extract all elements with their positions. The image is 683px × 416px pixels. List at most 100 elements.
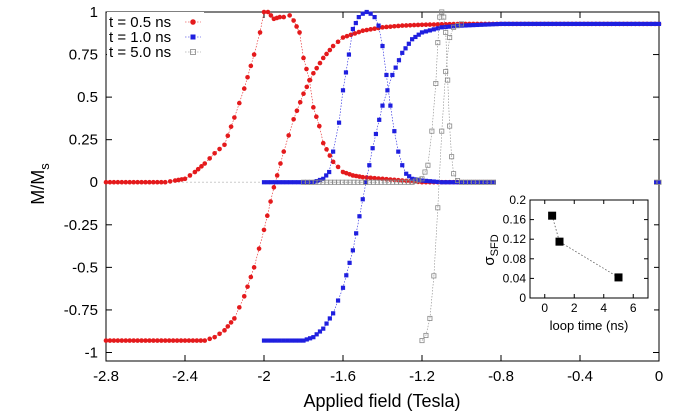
series-1-point [297, 30, 302, 35]
series-1-point [222, 142, 227, 148]
series-1-point [320, 55, 326, 61]
series-1-point [222, 328, 227, 333]
series-2-point [331, 311, 336, 316]
series-1-point [340, 35, 346, 40]
series-2-point [317, 329, 323, 334]
series-2-point [392, 129, 397, 134]
series-2-point [593, 21, 598, 27]
series-2-point [617, 21, 622, 27]
series-1-point [115, 179, 121, 185]
series-2-point [281, 338, 286, 343]
series-1-point [291, 116, 296, 122]
series-3-point [435, 205, 441, 211]
series-2-point [340, 285, 346, 290]
inset-y-tick-label: 0.08 [503, 252, 527, 266]
series-1-point [111, 338, 117, 343]
series-2-point [419, 30, 425, 35]
inset-axis-ticks: 0 2 4 6 0 0.04 0.08 0.12 0.16 0.2 [503, 193, 648, 315]
series-2-point [427, 179, 432, 184]
inset-x-tick-label: 2 [571, 301, 578, 315]
series-1-point [304, 84, 310, 90]
series-2-point [373, 131, 379, 137]
series-1-point [286, 133, 291, 138]
series-2-point [380, 103, 385, 108]
series-1-point [311, 70, 316, 76]
series-2-point [269, 338, 274, 343]
legend-marker [190, 19, 196, 25]
series-1-point [256, 246, 262, 251]
series-1-point [277, 14, 283, 20]
series-1-point [119, 179, 125, 185]
series-1-point [392, 23, 397, 29]
series-2-point [273, 180, 278, 185]
series-2-point [265, 180, 270, 185]
inset-data-point [614, 273, 623, 282]
series-2-point [487, 22, 492, 27]
series-2-point [550, 21, 555, 27]
series-1-point [314, 65, 319, 71]
y-axis-label-subscript: s [37, 163, 52, 170]
series-1-point [198, 338, 204, 343]
series-2-point [542, 21, 547, 27]
series-1-point [127, 179, 133, 185]
series-1-point [395, 23, 401, 29]
legend: t = 0.5 nst = 1.0 nst = 5.0 ns [107, 12, 204, 62]
series-2-point [327, 169, 332, 175]
series-2-point [463, 180, 468, 185]
inset-y-axis-label: σSFD [481, 234, 501, 265]
y-tick-label: 0.25 [69, 132, 98, 149]
series-2-point [357, 214, 362, 219]
series-3-point [443, 29, 449, 35]
series-1-point [248, 63, 254, 69]
series-1-point [327, 153, 333, 158]
series-2-switching-distribution-line [264, 11, 659, 183]
series-3-point [433, 81, 439, 87]
series-1-point [194, 338, 200, 343]
series-2-point [451, 24, 456, 29]
series-2-point [311, 335, 316, 340]
series-1-point [287, 13, 292, 18]
series-2-point [261, 180, 267, 185]
series-1-point [360, 28, 366, 34]
series-1-point [364, 27, 370, 33]
series-1-point [281, 14, 287, 20]
series-2-point [483, 22, 488, 27]
series-1-point [107, 179, 113, 185]
series-2-point [372, 15, 377, 20]
series-1-point [316, 123, 322, 129]
series-2-point [368, 11, 373, 16]
series-1-point [212, 150, 217, 156]
series-2-point [581, 21, 587, 27]
series-2-point [301, 338, 306, 343]
series-2-point [577, 21, 583, 27]
series-1-point [372, 175, 377, 181]
series-1-point [320, 140, 326, 146]
series-3-point [427, 315, 433, 321]
series-2-point [314, 332, 319, 337]
series-1-point [384, 24, 389, 30]
series-2-point [321, 176, 326, 181]
series-1-point [225, 324, 231, 329]
series-1-point [264, 213, 270, 219]
series-2-point [284, 180, 289, 185]
series-1-point [248, 274, 254, 280]
series-2-point [321, 326, 326, 331]
series-1-point [192, 169, 198, 175]
series-1-point [278, 161, 283, 166]
series-1-point [274, 173, 280, 178]
inset-y-tick-label: 0 [519, 291, 526, 305]
series-2-point [491, 22, 496, 27]
series-1-point [158, 338, 164, 343]
series-1-point [335, 164, 341, 170]
x-tick-label: -2.8 [93, 368, 119, 385]
series-2-point [413, 34, 418, 40]
series-2-point [498, 21, 504, 27]
series-1-point [251, 265, 257, 270]
series-2-point [347, 260, 352, 265]
series-1-point [245, 74, 250, 80]
series-2-point [566, 21, 571, 27]
inset-x-tick-label: 0 [541, 301, 548, 315]
series-1-point [257, 30, 263, 35]
series-1-point [119, 338, 125, 343]
series-2-point [331, 149, 336, 154]
